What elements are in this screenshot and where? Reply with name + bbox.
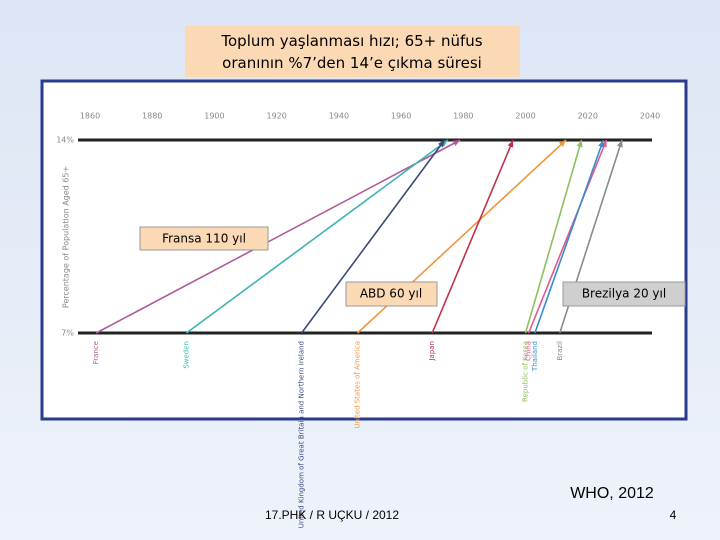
series-label: United Kingdom of Great Britain and Nort…	[298, 341, 306, 528]
source: WHO, 2012	[570, 485, 654, 502]
y-tick-label: 7%	[61, 329, 74, 338]
arrowhead	[598, 140, 604, 148]
x-tick-label: 1880	[142, 112, 162, 121]
x-tick-label: 2000	[515, 112, 535, 121]
annotation: ABD 60 yıl	[360, 287, 422, 301]
series-label: Brazil	[556, 341, 564, 361]
arrowhead	[452, 140, 461, 146]
annotation: Brezilya 20 yıl	[582, 287, 666, 301]
arrowhead	[558, 140, 566, 147]
annotation-box	[139, 226, 269, 251]
series-label: China	[525, 341, 533, 361]
title-box	[185, 26, 520, 77]
arrowhead	[616, 140, 623, 148]
series-label: Sweden	[182, 341, 190, 369]
slide-title: oranının %7’den 14’e çıkma süresi	[222, 54, 482, 72]
x-tick-label: 1980	[453, 112, 473, 121]
x-tick-label: 1960	[391, 112, 411, 121]
y-tick-label: 14%	[56, 136, 74, 145]
arrowhead	[576, 140, 583, 148]
footer: 17.PHK / R UÇKU / 2012	[265, 508, 399, 522]
series-line	[534, 139, 605, 334]
arrowhead	[438, 140, 445, 148]
series-label: United States of America	[354, 341, 362, 428]
x-tick-label: 2040	[640, 112, 660, 121]
series-label: Republic of Korea	[522, 341, 530, 402]
y-axis-label: Percentage of Population Aged 65+	[62, 166, 71, 308]
slide-title: Toplum yaşlanması hızı; 65+ nüfus	[220, 32, 482, 50]
x-tick-label: 1860	[80, 112, 100, 121]
series-line	[300, 139, 446, 334]
series-label: Japan	[428, 341, 436, 362]
series-line	[524, 139, 583, 334]
arrowhead	[507, 140, 514, 148]
x-tick-label: 2020	[578, 112, 598, 121]
x-tick-label: 1900	[204, 112, 224, 121]
series-label: France	[92, 341, 100, 364]
annotation-box	[345, 281, 438, 307]
series-line	[95, 139, 461, 334]
series-label: Thailand	[531, 341, 539, 372]
series-line	[431, 139, 514, 334]
annotation: Fransa 110 yıl	[162, 232, 246, 246]
x-tick-label: 1920	[266, 112, 286, 121]
page-number: 4	[670, 508, 677, 522]
series-line	[527, 139, 608, 334]
x-tick-label: 1940	[329, 112, 349, 121]
series-line	[185, 139, 449, 334]
annotation-box	[562, 281, 686, 307]
